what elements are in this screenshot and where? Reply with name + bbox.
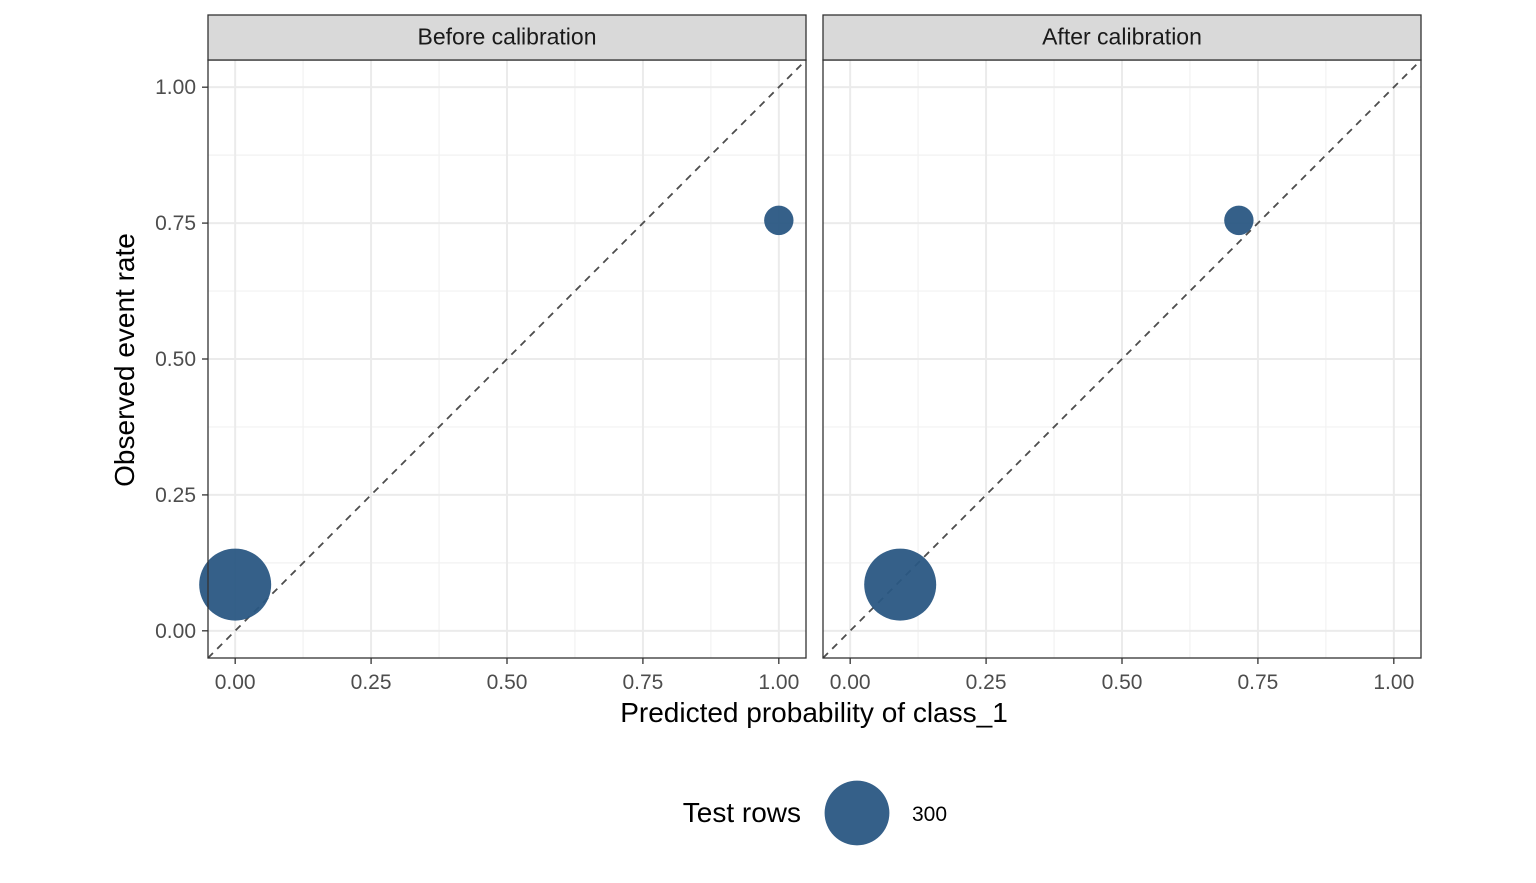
legend: Test rows 300 (683, 780, 947, 846)
facet-title: Before calibration (418, 24, 597, 50)
data-point-2 (764, 205, 794, 236)
data-point-2 (1224, 205, 1254, 236)
x-tick-label: 1.00 (1373, 671, 1414, 694)
y-tick-label: 0.75 (155, 212, 196, 235)
x-tick-label: 0.50 (1102, 671, 1143, 694)
facet-strip (207, 14, 807, 61)
data-point-1 (199, 548, 272, 621)
legend-label: 300 (912, 803, 947, 826)
x-tick-label: 0.75 (1237, 671, 1278, 694)
x-tick-label: 0.25 (351, 671, 392, 694)
legend-size-key (824, 780, 890, 846)
y-tick-label: 0.50 (155, 348, 196, 371)
facet-panels: Before calibration 0.00 0.25 0.50 0.75 1.00 0.… (155, 14, 1422, 694)
facet-strip (822, 14, 1422, 61)
facet-panel-2: After calibration 0.00 0.25 0.50 0.75 1.00 (822, 14, 1422, 694)
y-tick-label: 0.00 (155, 620, 196, 643)
x-tick-label: 1.00 (758, 671, 799, 694)
x-tick-label: 0.00 (830, 671, 871, 694)
reference-line (822, 59, 1422, 659)
x-tick-label: 0.00 (215, 671, 256, 694)
y-axis-title: Observed event rate (109, 233, 140, 487)
y-tick-label: 1.00 (155, 76, 196, 99)
x-tick-label: 0.50 (487, 671, 528, 694)
facet-title: After calibration (1042, 24, 1202, 50)
data-point-1 (864, 548, 937, 621)
x-axis-title: Predicted probability of class_1 (620, 697, 1008, 728)
x-tick-label: 0.25 (966, 671, 1007, 694)
x-tick-label: 0.75 (622, 671, 663, 694)
legend-title: Test rows (683, 797, 801, 828)
y-tick-label: 0.25 (155, 484, 196, 507)
facet-panel-1: Before calibration 0.00 0.25 0.50 0.75 1.00 0.… (155, 14, 807, 694)
reference-line (207, 59, 807, 659)
